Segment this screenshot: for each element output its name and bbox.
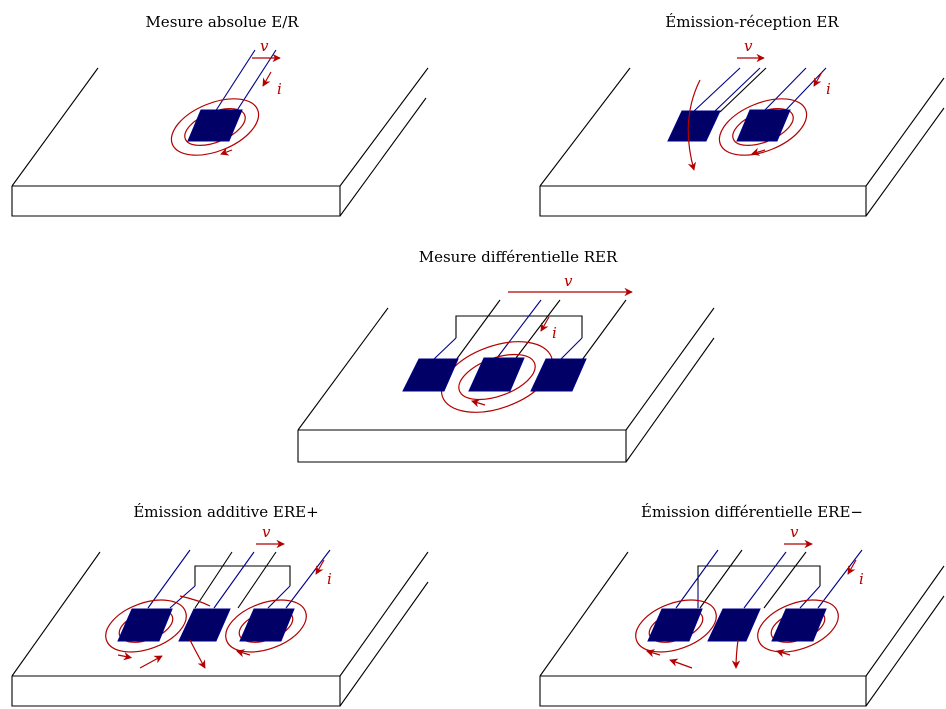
receiver-coil [667, 110, 721, 142]
velocity-label: v [790, 523, 799, 541]
plate [11, 67, 429, 217]
panel-title: Mesure absolue E/R [145, 13, 299, 31]
coil-assembly [105, 549, 331, 669]
panel-differential: Mesure différentielle RER v i [297, 248, 715, 463]
current-label: i [826, 80, 831, 98]
coil-assembly [402, 299, 627, 413]
coil-assembly [170, 49, 277, 156]
receiver-coil-left [402, 358, 459, 392]
panel-title: Mesure différentielle RER [419, 248, 618, 266]
velocity-label: v [260, 37, 269, 55]
plate [11, 551, 429, 707]
panel-emission-reception: Émission-réception ER v i [539, 13, 945, 217]
current-label: i [277, 80, 282, 98]
receiver-coil-right [530, 358, 587, 392]
panel-differential-emission: Émission différentielle ERE− [539, 503, 945, 707]
current-label: i [552, 324, 557, 342]
plate [297, 307, 715, 463]
plate [539, 551, 945, 707]
receiver-coil [178, 608, 231, 642]
emitter-coil [468, 357, 525, 392]
current-label: i [327, 570, 332, 588]
emitter-coil-right [239, 608, 295, 642]
panel-title: Émission-réception ER [665, 13, 839, 31]
coil-assembly [635, 549, 863, 669]
emitter-coil-left [117, 608, 173, 642]
coil [187, 109, 243, 142]
coil-assembly [667, 67, 827, 171]
velocity-label: v [564, 272, 573, 290]
panel-title: Émission différentielle ERE− [641, 503, 863, 521]
panel-absolute: Mesure absolue E/R v i [11, 13, 429, 217]
velocity-label: v [744, 37, 753, 55]
emitter-coil-right [771, 608, 827, 642]
emitter-coil [736, 109, 791, 142]
plate [539, 67, 945, 217]
receiver-coil [707, 608, 761, 642]
panel-additive-emission: Émission additive ERE+ [11, 503, 429, 707]
current-label: i [859, 570, 864, 588]
emitter-coil-left [647, 608, 703, 642]
panel-title: Émission additive ERE+ [133, 503, 318, 521]
velocity-label: v [262, 523, 271, 541]
